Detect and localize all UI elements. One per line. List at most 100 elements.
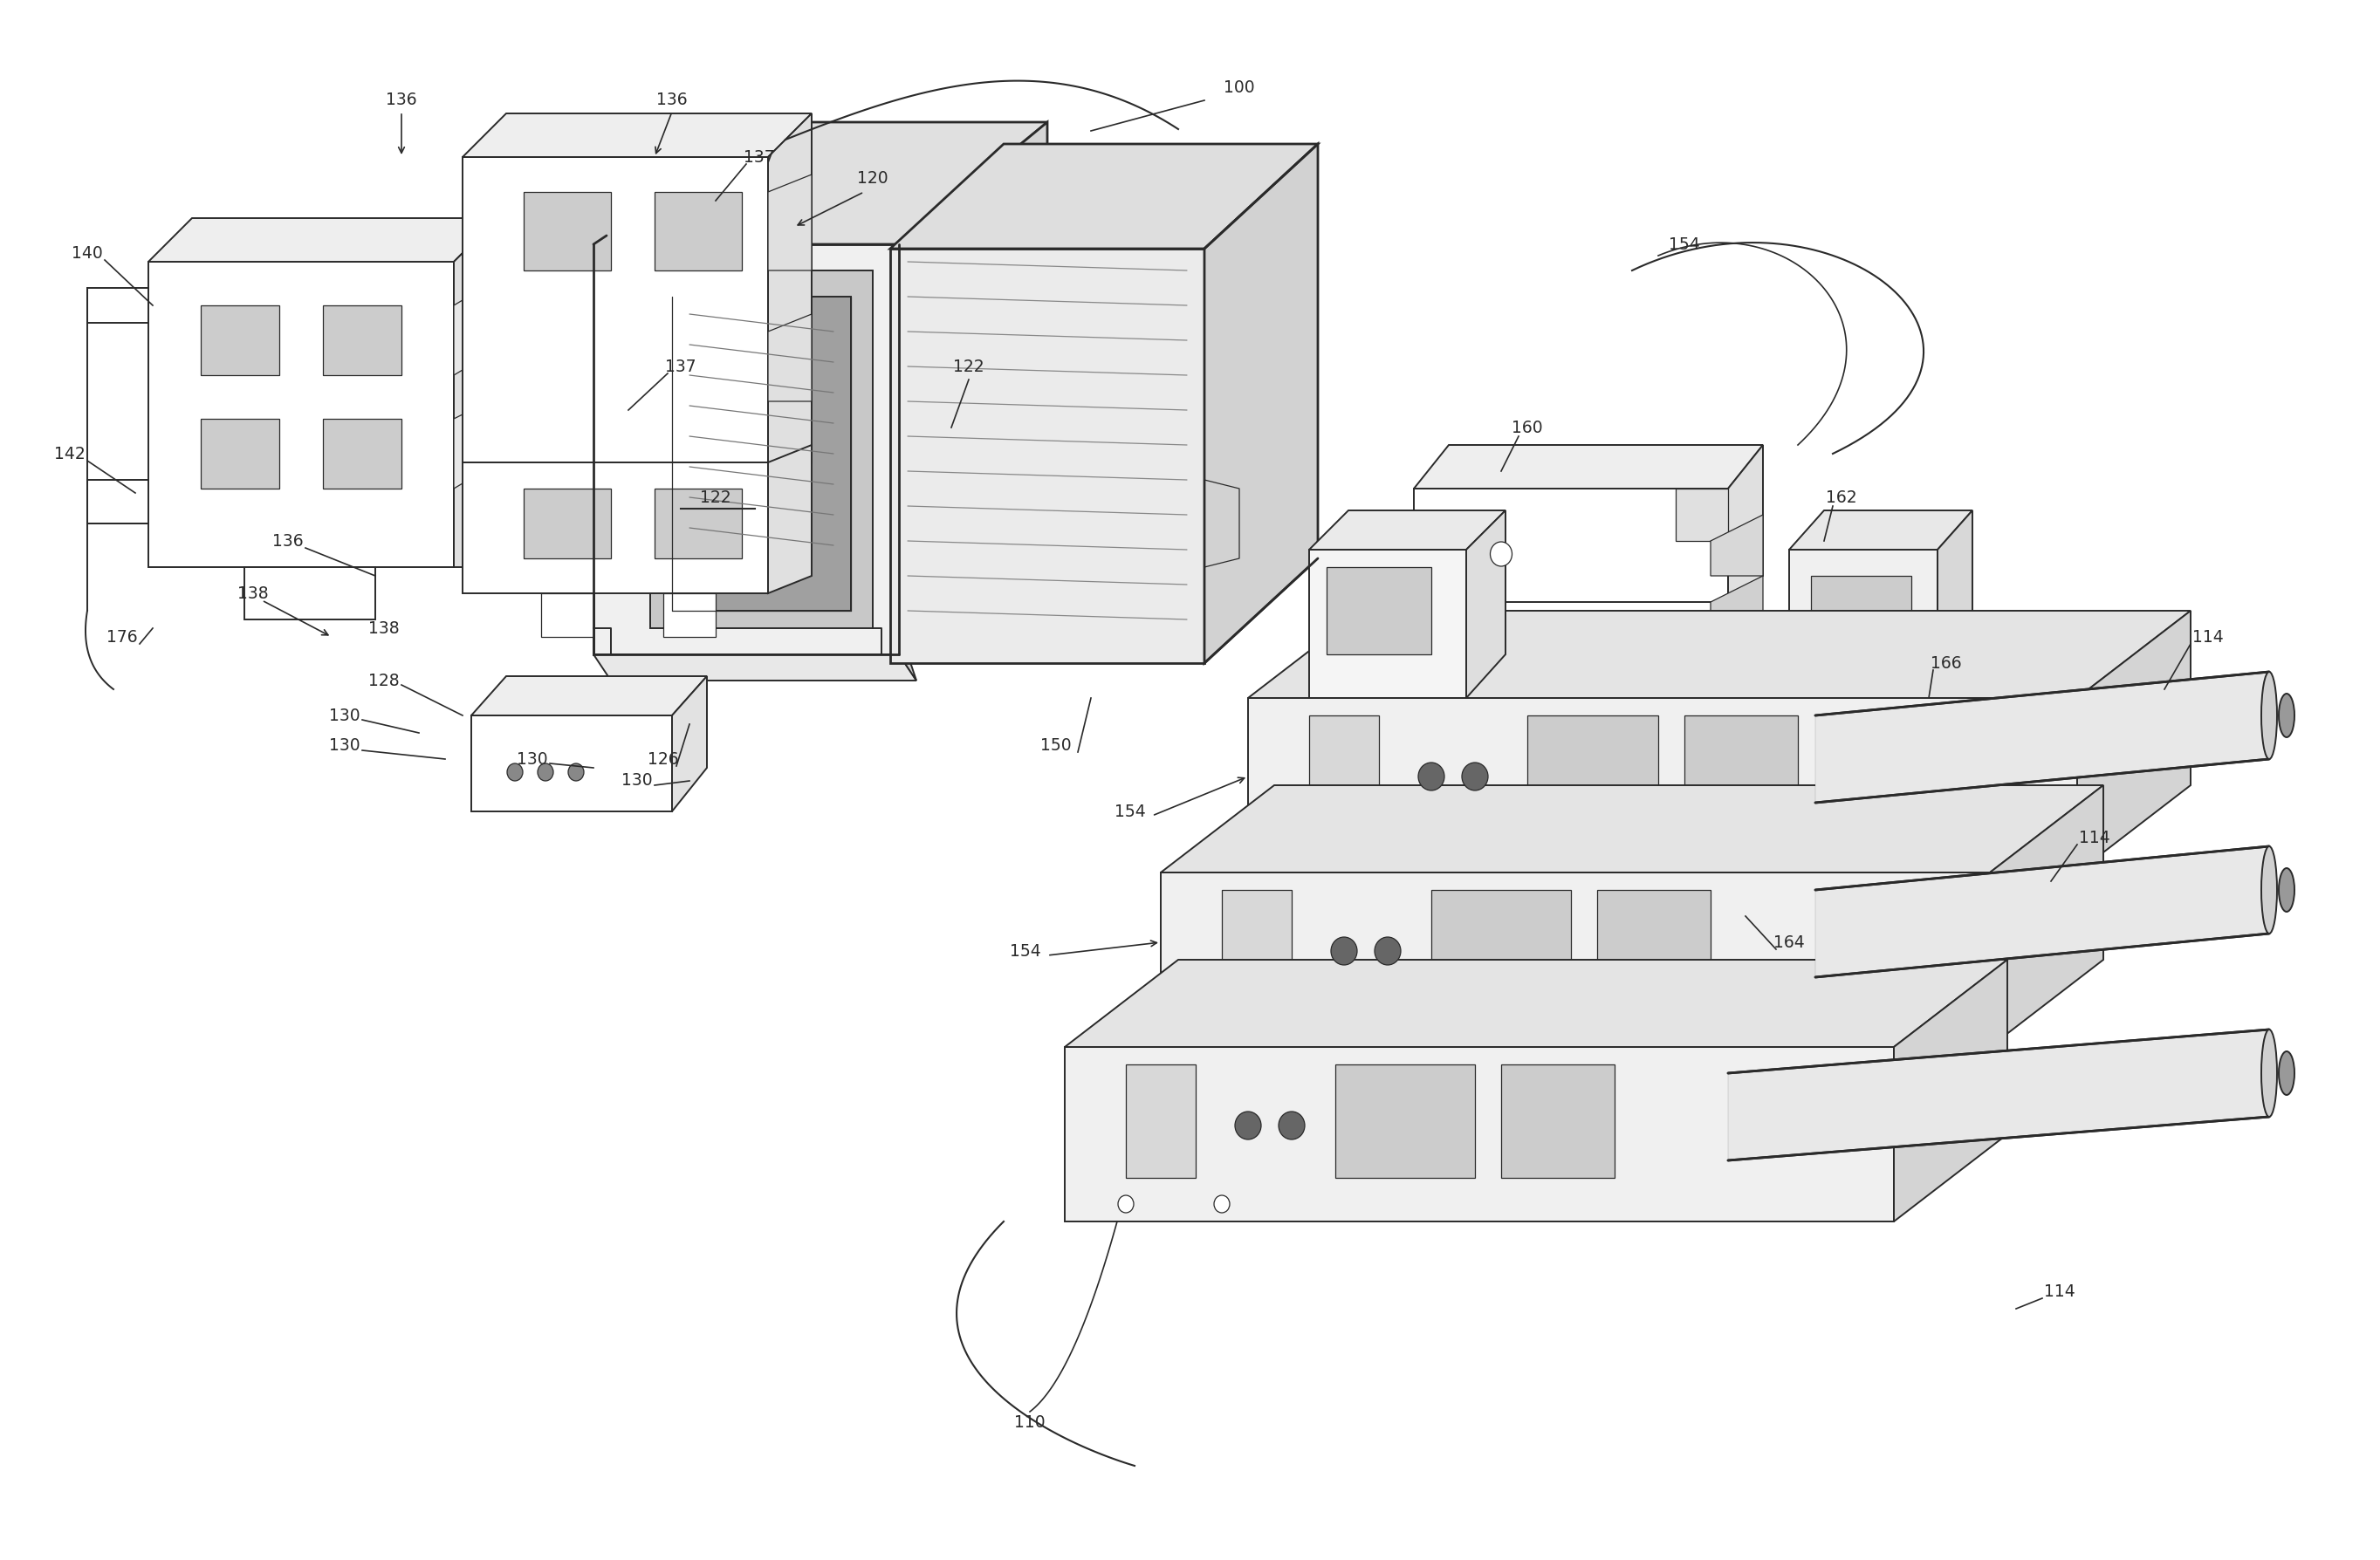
Text: 114: 114	[2080, 830, 2111, 846]
Polygon shape	[471, 675, 707, 716]
Text: 138: 138	[238, 585, 269, 602]
Polygon shape	[1816, 847, 2268, 977]
Ellipse shape	[1418, 763, 1445, 791]
Text: 122: 122	[954, 359, 985, 374]
Polygon shape	[1161, 872, 1990, 1047]
Text: 120: 120	[857, 170, 888, 187]
Polygon shape	[593, 654, 916, 680]
Ellipse shape	[2278, 694, 2294, 738]
Polygon shape	[1414, 445, 1764, 488]
Polygon shape	[769, 445, 812, 593]
Text: 137: 137	[664, 359, 697, 374]
Ellipse shape	[1490, 541, 1511, 566]
Polygon shape	[1528, 716, 1659, 828]
Polygon shape	[1335, 1064, 1476, 1178]
Polygon shape	[88, 289, 148, 323]
Polygon shape	[769, 175, 812, 270]
Polygon shape	[1204, 144, 1319, 663]
Polygon shape	[593, 122, 1047, 245]
Polygon shape	[462, 158, 769, 462]
Polygon shape	[1502, 1064, 1614, 1178]
Polygon shape	[1161, 785, 2104, 872]
Polygon shape	[593, 245, 900, 654]
Ellipse shape	[1376, 938, 1402, 966]
Polygon shape	[540, 593, 593, 636]
Polygon shape	[1990, 785, 2104, 1047]
Polygon shape	[1728, 445, 1764, 602]
Polygon shape	[462, 462, 769, 593]
Ellipse shape	[2261, 847, 2278, 933]
Polygon shape	[1430, 889, 1571, 1003]
Polygon shape	[1309, 716, 1378, 828]
Text: 137: 137	[743, 148, 776, 165]
Polygon shape	[1937, 646, 1973, 724]
Polygon shape	[1816, 672, 2268, 803]
Text: 154: 154	[1009, 942, 1040, 959]
Polygon shape	[900, 629, 916, 680]
Polygon shape	[1711, 576, 1764, 629]
Polygon shape	[455, 279, 497, 374]
Polygon shape	[1221, 889, 1292, 1003]
Ellipse shape	[1278, 1112, 1304, 1139]
Text: 176: 176	[107, 629, 138, 646]
Polygon shape	[88, 480, 148, 524]
Polygon shape	[1064, 1047, 1894, 1221]
Polygon shape	[1894, 959, 2006, 1221]
Text: 162: 162	[1825, 488, 1856, 505]
Text: 138: 138	[369, 619, 400, 636]
Polygon shape	[655, 192, 743, 270]
Polygon shape	[1597, 889, 1711, 1003]
Text: 128: 128	[369, 672, 400, 690]
Polygon shape	[324, 418, 402, 488]
Polygon shape	[1790, 549, 1937, 716]
Polygon shape	[200, 306, 278, 374]
Polygon shape	[671, 675, 707, 811]
Ellipse shape	[1461, 763, 1488, 791]
Text: 142: 142	[55, 446, 86, 462]
Polygon shape	[1309, 510, 1507, 549]
Polygon shape	[1685, 716, 1797, 828]
Polygon shape	[524, 488, 612, 558]
Text: 130: 130	[621, 772, 652, 789]
Ellipse shape	[1235, 1112, 1261, 1139]
Ellipse shape	[1119, 1195, 1133, 1212]
Polygon shape	[1126, 1064, 1195, 1178]
Polygon shape	[1906, 716, 1937, 750]
Text: 122: 122	[700, 488, 731, 505]
Text: 110: 110	[1014, 1413, 1045, 1431]
Text: 140: 140	[71, 245, 102, 262]
Polygon shape	[2078, 610, 2190, 872]
Polygon shape	[1790, 510, 1973, 549]
Polygon shape	[655, 488, 743, 558]
Ellipse shape	[1214, 1195, 1230, 1212]
Polygon shape	[200, 418, 278, 488]
Polygon shape	[324, 306, 402, 374]
Polygon shape	[1247, 610, 2190, 697]
Polygon shape	[664, 593, 716, 636]
Polygon shape	[524, 192, 612, 270]
Polygon shape	[1811, 576, 1911, 663]
Ellipse shape	[2261, 672, 2278, 760]
Polygon shape	[1676, 488, 1728, 541]
Polygon shape	[890, 144, 1319, 248]
Polygon shape	[900, 122, 1047, 654]
Text: 126: 126	[647, 750, 678, 768]
Ellipse shape	[538, 763, 552, 782]
Ellipse shape	[2278, 867, 2294, 911]
Text: 130: 130	[328, 738, 359, 755]
Polygon shape	[471, 716, 671, 811]
Polygon shape	[650, 270, 873, 629]
Polygon shape	[1064, 959, 2006, 1047]
Polygon shape	[148, 262, 455, 568]
Ellipse shape	[2261, 1030, 2278, 1117]
Polygon shape	[671, 296, 852, 610]
Polygon shape	[245, 568, 376, 619]
Text: 160: 160	[1511, 420, 1542, 435]
Text: 130: 130	[516, 750, 547, 768]
Polygon shape	[455, 218, 497, 568]
Polygon shape	[1728, 1030, 2268, 1161]
Ellipse shape	[569, 763, 583, 782]
Polygon shape	[1247, 697, 2078, 872]
Polygon shape	[1466, 510, 1507, 697]
Polygon shape	[455, 396, 497, 488]
